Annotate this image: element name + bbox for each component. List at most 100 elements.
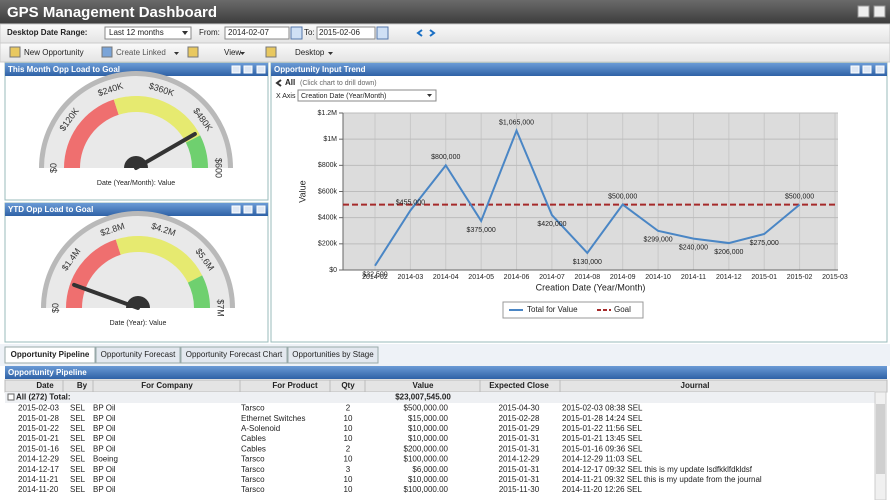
export-icon[interactable] xyxy=(857,5,870,18)
action-icon[interactable] xyxy=(265,46,277,58)
calendar-icon[interactable] xyxy=(290,26,303,40)
panel-header xyxy=(5,203,268,216)
select[interactable] xyxy=(297,89,437,102)
breadcrumb: All xyxy=(285,78,295,87)
action-icon[interactable] xyxy=(9,46,21,58)
tab[interactable] xyxy=(95,346,181,364)
table-cell: Tarsco xyxy=(241,465,265,474)
prev-arrow[interactable] xyxy=(416,29,423,37)
column-header: For Product xyxy=(272,381,318,390)
action-button: Create Linked xyxy=(116,48,166,57)
table: Opportunity Pipeline Date By For Company For… xyxy=(4,366,888,500)
panel-tool[interactable] xyxy=(231,205,241,214)
table-cell: $10,000.00 xyxy=(408,424,449,433)
x-tick-label: 2014-05 xyxy=(468,274,494,281)
table-cell: 10 xyxy=(344,475,353,484)
x-tick-label: 2015-01 xyxy=(751,274,777,281)
column-header: Value xyxy=(413,381,434,390)
table-cell: Tarsco xyxy=(241,485,265,494)
y-tick-label: $1M xyxy=(323,136,337,143)
table-cell: 2015-01-16 09:36 SEL xyxy=(562,444,643,453)
back-arrow[interactable] xyxy=(275,79,282,87)
expand-icon[interactable] xyxy=(7,393,15,401)
group-row xyxy=(5,392,875,403)
x-tick-label: 2014-09 xyxy=(610,274,636,281)
label: From: xyxy=(199,28,220,37)
table-cell: 2015-02-03 xyxy=(18,404,59,413)
tab-label: Opportunity Forecast xyxy=(101,350,176,359)
action-button: View xyxy=(224,48,241,57)
action-button: Desktop xyxy=(295,48,325,57)
date-input[interactable] xyxy=(316,26,376,40)
table-header xyxy=(5,366,887,379)
gauge-caption: Date (Year/Month): Value xyxy=(97,180,175,187)
data-label: $299,000 xyxy=(643,237,672,244)
table-cell: $6,000.00 xyxy=(412,465,448,474)
date-value: 2015-02-06 xyxy=(319,28,360,37)
table-cell: 10 xyxy=(344,414,353,423)
x-tick-label: 2014-03 xyxy=(398,274,424,281)
y-tick-label: $0 xyxy=(329,267,337,274)
column-header: Qty xyxy=(341,381,355,390)
scroll-thumb[interactable] xyxy=(876,404,885,474)
table-cell: 2015-01-21 13:45 SEL xyxy=(562,434,643,443)
panel-tool[interactable] xyxy=(243,65,253,74)
date-input[interactable] xyxy=(224,26,290,40)
dropdown-arrow xyxy=(174,52,179,55)
action-icon[interactable] xyxy=(187,46,199,58)
panel-tool[interactable] xyxy=(243,205,253,214)
select[interactable] xyxy=(104,26,192,40)
table-cell: $100,000.00 xyxy=(404,485,449,494)
tab[interactable] xyxy=(4,346,96,364)
column-header: Journal xyxy=(681,381,710,390)
y-axis-label: Value xyxy=(297,180,307,202)
table-cell: 2 xyxy=(346,444,351,453)
calendar-icon[interactable] xyxy=(376,26,389,40)
table-cell: BP Oil xyxy=(93,414,116,423)
panel-tool[interactable] xyxy=(850,65,860,74)
page-title: GPS Management Dashboard xyxy=(7,4,217,21)
table-cell: SEL xyxy=(70,414,86,423)
table-cell: 2014-11-20 12:26 SEL xyxy=(562,485,642,494)
label: Desktop Date Range: xyxy=(7,28,87,37)
tab[interactable] xyxy=(287,346,379,364)
dropdown-arrow xyxy=(182,31,188,35)
gauge-band xyxy=(115,235,203,283)
dropdown-arrow xyxy=(240,52,245,55)
table-cell: SEL xyxy=(70,404,86,413)
table-cell: Cables xyxy=(241,434,266,443)
table-cell: 10 xyxy=(344,424,353,433)
table-cell: 2015-01-28 xyxy=(18,414,59,423)
y-tick-label: $600k xyxy=(318,188,338,195)
data-label: $240,000 xyxy=(679,244,708,251)
table-cell: $100,000.00 xyxy=(404,455,449,464)
table-cell: 2015-02-28 xyxy=(499,414,540,423)
next-arrow[interactable] xyxy=(429,29,436,37)
panel-tool[interactable] xyxy=(875,65,885,74)
x-tick-label: 2014-10 xyxy=(645,274,671,281)
table-cell: 10 xyxy=(344,434,353,443)
panel-tool[interactable] xyxy=(256,65,266,74)
help-icon[interactable] xyxy=(873,5,886,18)
table-cell: BP Oil xyxy=(93,475,116,484)
panel-tool[interactable] xyxy=(256,205,266,214)
x-tick-label: 2014-04 xyxy=(433,274,459,281)
y-tick-label: $200k xyxy=(318,241,338,248)
panel-tool[interactable] xyxy=(231,65,241,74)
action-button: New Opportunity xyxy=(24,48,84,57)
panel-header xyxy=(271,63,887,76)
table-cell: BP Oil xyxy=(93,465,116,474)
table-cell: Tarsco xyxy=(241,455,265,464)
date-value: 2014-02-07 xyxy=(228,28,269,37)
table-cell: 2014-12-29 11:03 SEL xyxy=(562,455,642,464)
column-header: For Company xyxy=(141,381,193,390)
gauge-hub xyxy=(124,156,148,168)
action-icon[interactable] xyxy=(101,46,113,58)
select-value: Creation Date (Year/Month) xyxy=(301,93,386,100)
y-tick-label: $400k xyxy=(318,215,338,222)
tab[interactable] xyxy=(180,346,288,364)
table-cell: 2014-12-29 xyxy=(499,455,540,464)
table-cell: SEL xyxy=(70,455,86,464)
panel-tool[interactable] xyxy=(862,65,872,74)
tab-label: Opportunities by Stage xyxy=(292,350,374,359)
